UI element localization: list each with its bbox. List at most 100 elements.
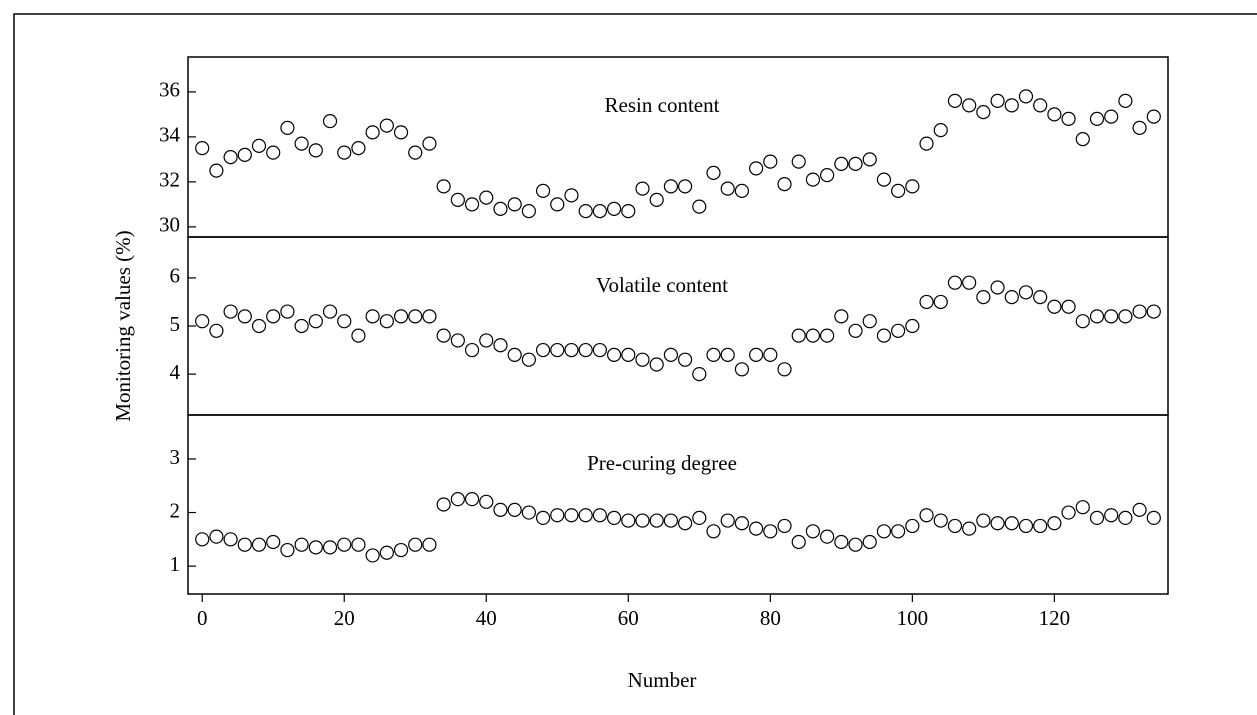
point: [479, 190, 494, 205]
point: [649, 192, 664, 207]
point: [621, 347, 636, 362]
y-tick-label: 4: [170, 360, 181, 384]
point: [393, 309, 409, 324]
point: [1089, 111, 1105, 126]
point: [1089, 510, 1105, 525]
point: [805, 328, 821, 343]
point: [777, 362, 792, 377]
point: [891, 323, 906, 338]
point: [493, 201, 508, 216]
point: [237, 537, 252, 552]
point: [777, 177, 792, 192]
x-tick-label: 100: [897, 606, 929, 630]
y-tick-label: 6: [170, 264, 181, 288]
point: [933, 513, 948, 528]
point: [749, 347, 764, 362]
point: [791, 328, 806, 343]
point: [436, 328, 451, 343]
point: [379, 545, 394, 560]
point: [876, 524, 892, 539]
point: [365, 125, 380, 140]
point: [1089, 309, 1105, 324]
point: [976, 105, 991, 120]
point: [1132, 502, 1147, 517]
x-tick-label: 40: [476, 606, 497, 630]
point: [251, 318, 267, 334]
point: [195, 141, 210, 156]
point: [663, 347, 678, 362]
point: [777, 518, 792, 534]
point: [976, 290, 991, 305]
point: [209, 163, 224, 178]
point: [891, 183, 906, 198]
point: [990, 516, 1005, 531]
point: [947, 275, 963, 290]
point: [720, 513, 735, 528]
point: [848, 323, 863, 338]
point: [251, 138, 267, 153]
point: [862, 534, 877, 550]
point: [905, 518, 920, 534]
point: [635, 513, 650, 528]
point: [1061, 111, 1076, 126]
point: [919, 136, 934, 151]
point: [393, 542, 409, 558]
point: [592, 204, 607, 219]
point: [322, 304, 338, 319]
point: [990, 280, 1005, 295]
point: [280, 120, 295, 135]
panel-title: Pre-curing degree: [587, 451, 737, 475]
point: [862, 314, 877, 329]
point: [635, 181, 650, 196]
point: [592, 342, 607, 358]
point: [223, 532, 238, 547]
point: [962, 98, 977, 113]
point: [592, 508, 607, 523]
point: [678, 516, 693, 531]
point: [521, 505, 536, 520]
point: [294, 318, 309, 334]
point: [791, 534, 806, 550]
point: [379, 314, 394, 329]
point: [848, 537, 863, 552]
point: [550, 342, 565, 358]
point: [337, 145, 352, 160]
point: [351, 328, 366, 343]
panel-title: Resin content: [605, 93, 720, 117]
point: [436, 179, 451, 194]
point: [550, 508, 565, 523]
y-tick-label: 30: [159, 213, 180, 237]
point: [734, 362, 750, 377]
point: [763, 154, 778, 169]
point: [408, 309, 423, 324]
point: [621, 513, 636, 528]
y-tick-label: 32: [159, 168, 180, 192]
point: [322, 540, 338, 555]
point: [1104, 109, 1119, 124]
point: [606, 347, 622, 362]
point: [479, 494, 494, 509]
point: [308, 540, 323, 555]
point: [1047, 299, 1062, 314]
point: [280, 304, 295, 319]
x-tick-label: 80: [760, 606, 781, 630]
point: [450, 333, 465, 348]
point: [834, 309, 849, 324]
point: [820, 328, 835, 343]
point: [578, 204, 593, 219]
point: [720, 181, 735, 196]
point: [351, 141, 366, 156]
point: [1033, 290, 1048, 305]
point: [308, 143, 323, 158]
point: [905, 179, 920, 194]
point: [564, 188, 579, 203]
point: [692, 199, 707, 214]
point: [805, 172, 821, 187]
point: [422, 309, 437, 324]
point: [905, 318, 920, 334]
point: [209, 529, 224, 544]
point: [947, 93, 963, 108]
point: [464, 197, 480, 212]
